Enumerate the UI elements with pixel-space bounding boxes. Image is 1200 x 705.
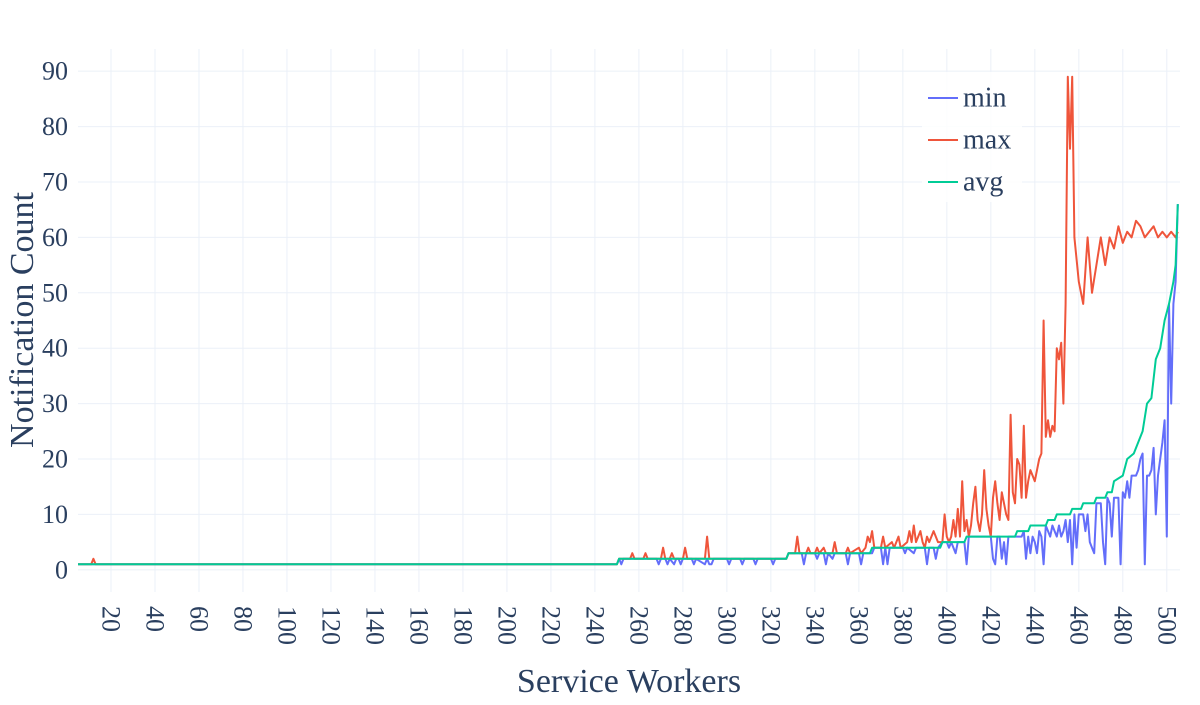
x-tick-label: 80 — [228, 606, 257, 632]
y-tick-label: 10 — [42, 500, 68, 529]
y-tick-label: 0 — [55, 555, 68, 584]
x-tick-label: 280 — [668, 606, 697, 645]
x-tick-label: 500 — [1152, 606, 1181, 645]
legend[interactable]: min max avg — [922, 72, 1022, 202]
y-tick-label: 20 — [42, 445, 68, 474]
x-tick-label: 180 — [448, 606, 477, 645]
x-tick-label: 480 — [1108, 606, 1137, 645]
y-tick-label: 80 — [42, 112, 68, 141]
x-tick-label: 60 — [184, 606, 213, 632]
legend-label: min — [963, 83, 1007, 114]
x-tick-label: 220 — [536, 606, 565, 645]
legend-item-min[interactable]: min — [928, 83, 1007, 114]
y-tick-label: 40 — [42, 334, 68, 363]
x-tick-label: 200 — [492, 606, 521, 645]
grid — [78, 49, 1180, 592]
x-tick-label: 380 — [888, 606, 917, 645]
x-tick-label: 340 — [800, 606, 829, 645]
legend-background — [922, 72, 1022, 202]
x-tick-label: 300 — [712, 606, 741, 645]
x-tick-label: 360 — [844, 606, 873, 645]
x-axis-title: Service Workers — [517, 663, 741, 700]
series-line-avg — [78, 204, 1179, 566]
x-tick-label: 40 — [140, 606, 169, 632]
series-lines — [78, 75, 1179, 566]
x-tick-label: 320 — [756, 606, 785, 645]
y-tick-label: 60 — [42, 223, 68, 252]
x-tick-label: 160 — [404, 606, 433, 645]
x-tick-label: 440 — [1020, 606, 1049, 645]
y-axis-title: Notification Count — [4, 191, 41, 447]
x-tick-label: 20 — [96, 606, 125, 632]
x-tick-label: 100 — [272, 606, 301, 645]
x-axis-ticks: 20 40 60 80 100 120 140 160 180 200 220 240 260 280 30… — [96, 606, 1181, 645]
y-tick-label: 90 — [42, 57, 68, 86]
x-tick-label: 420 — [976, 606, 1005, 645]
x-tick-label: 120 — [316, 606, 345, 645]
x-tick-label: 460 — [1064, 606, 1093, 645]
x-tick-label: 240 — [580, 606, 609, 645]
y-tick-label: 70 — [42, 167, 68, 196]
legend-item-max[interactable]: max — [928, 125, 1011, 156]
y-axis-ticks: 0 10 20 30 40 50 60 70 80 90 — [42, 57, 68, 585]
x-tick-label: 400 — [932, 606, 961, 645]
y-tick-label: 50 — [42, 278, 68, 307]
legend-label: avg — [963, 167, 1003, 198]
legend-label: max — [963, 125, 1011, 156]
x-tick-label: 140 — [360, 606, 389, 645]
y-tick-label: 30 — [42, 389, 68, 418]
legend-item-avg[interactable]: avg — [928, 167, 1003, 198]
x-tick-label: 260 — [624, 606, 653, 645]
